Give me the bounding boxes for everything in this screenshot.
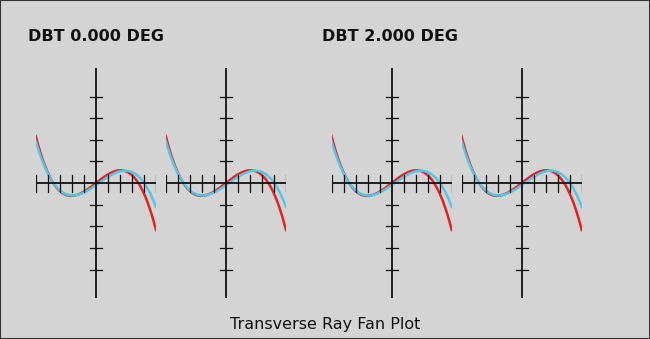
- Text: Transverse Ray Fan Plot: Transverse Ray Fan Plot: [230, 317, 420, 332]
- Text: DBT 2.000 DEG: DBT 2.000 DEG: [322, 29, 458, 44]
- Text: DBT 0.000 DEG: DBT 0.000 DEG: [28, 29, 164, 44]
